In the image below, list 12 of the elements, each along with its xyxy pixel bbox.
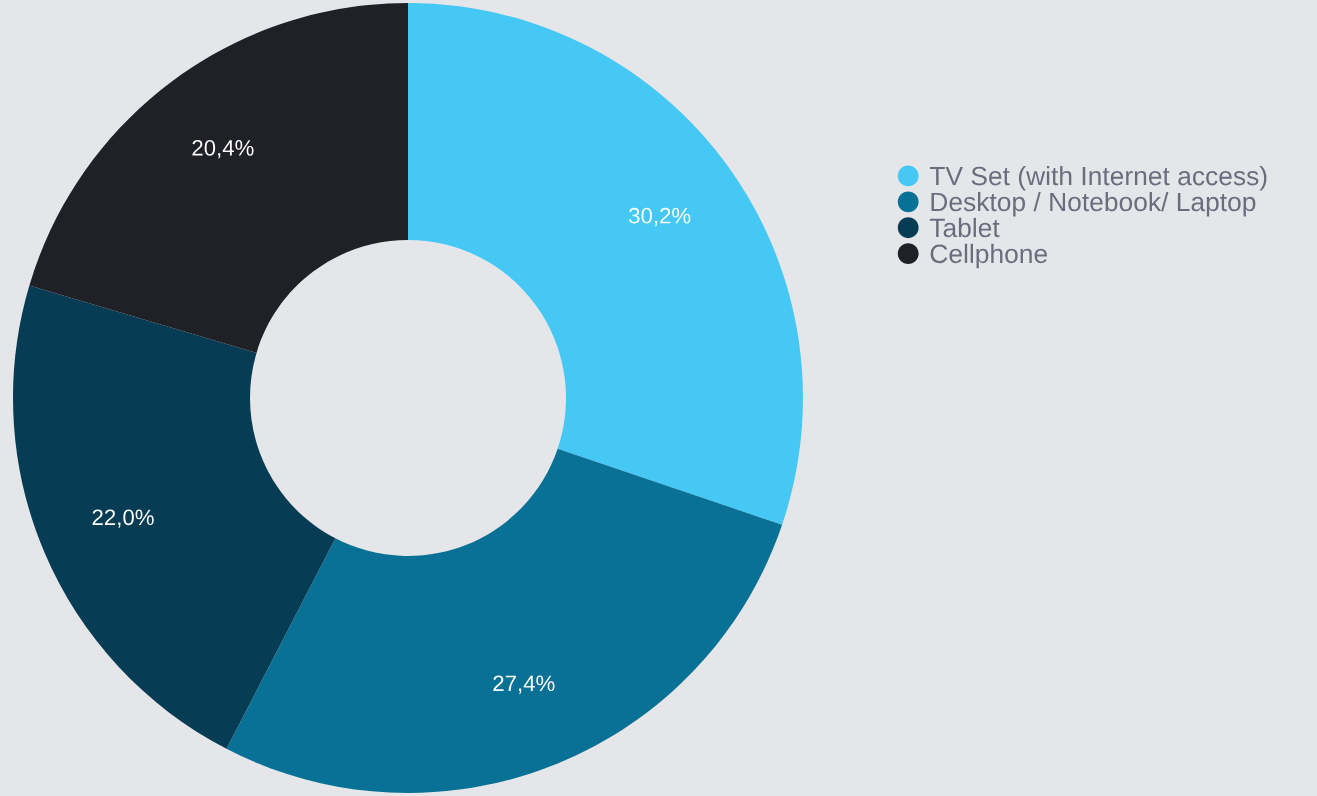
data-label: 20,4%	[192, 140, 254, 159]
legend-label: Desktop / Notebook/ Laptop	[931, 191, 1256, 217]
legend-label: Tablet	[929, 217, 1000, 238]
legend-label: TV Set (with Internet access)	[929, 166, 1267, 191]
legend-label: Cellphone	[930, 243, 1047, 269]
donut-slice	[226, 448, 783, 793]
data-label: 30,2%	[629, 207, 691, 227]
data-label: 22,0%	[92, 509, 154, 528]
donut-slice	[29, 3, 408, 353]
donut-slice	[13, 285, 336, 749]
data-label: 27,4%	[493, 675, 555, 694]
donut-slice	[408, 3, 803, 525]
